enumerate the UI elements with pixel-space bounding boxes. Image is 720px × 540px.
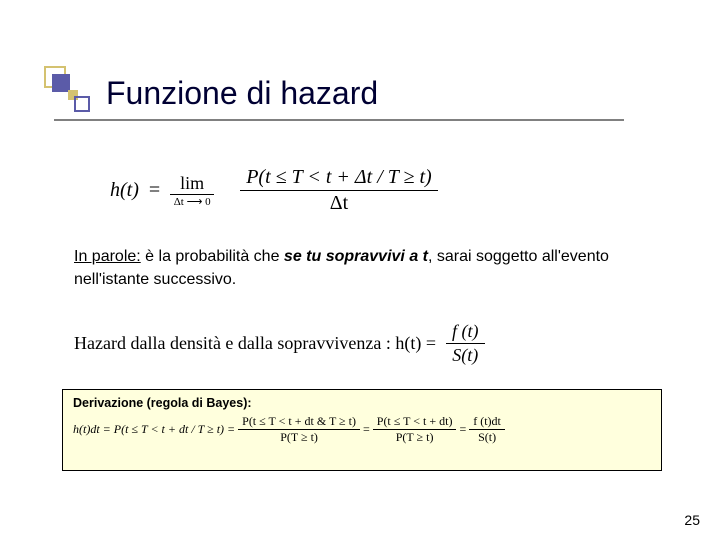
deriv-frac-3: f (t)dt S(t) (469, 414, 505, 445)
hazard-density-formula: Hazard dalla densità e dalla sopravviven… (74, 320, 485, 367)
lead-text: In parole: (74, 248, 141, 265)
deriv-frac-2: P(t ≤ T < t + dt) P(T ≥ t) (373, 414, 457, 445)
derivation-box: Derivazione (regola di Bayes): h(t)dt = … (62, 389, 662, 471)
deriv-frac-1: P(t ≤ T < t + dt & T ≥ t) P(T ≥ t) (238, 414, 360, 445)
hazard-definition-formula: h(t) = lim Δt ⟶ 0 P(t ≤ T < t + Δt / T ≥… (110, 165, 438, 216)
slide-title: Funzione di hazard (106, 75, 378, 112)
title-underline (54, 119, 624, 121)
deriv-eq2: = (363, 422, 370, 437)
explanation-text: In parole: è la probabilità che se tu so… (74, 245, 634, 291)
formula-fraction: P(t ≤ T < t + Δt / T ≥ t) Δt (240, 165, 438, 216)
deriv-lhs: h(t)dt = P(t ≤ T < t + dt / T ≥ t) = (73, 422, 235, 437)
deriv-eq3: = (459, 422, 466, 437)
decor-square-2 (68, 90, 94, 116)
body-p1: è la probabilità che (141, 248, 284, 265)
hazard-fraction: f (t) S(t) (446, 320, 485, 367)
limit-operator: lim Δt ⟶ 0 (170, 173, 214, 208)
derivation-title: Derivazione (regola di Bayes): (73, 396, 651, 410)
hazard-label: Hazard dalla densità e dalla sopravviven… (74, 333, 436, 354)
formula-eq: = (149, 179, 160, 202)
formula-lhs: h(t) (110, 179, 139, 202)
page-number: 25 (684, 512, 700, 528)
body-em1: se tu sopravvivi a t (284, 248, 428, 265)
derivation-formula: h(t)dt = P(t ≤ T < t + dt / T ≥ t) = P(t… (73, 414, 651, 445)
decor-square-1 (44, 66, 70, 92)
